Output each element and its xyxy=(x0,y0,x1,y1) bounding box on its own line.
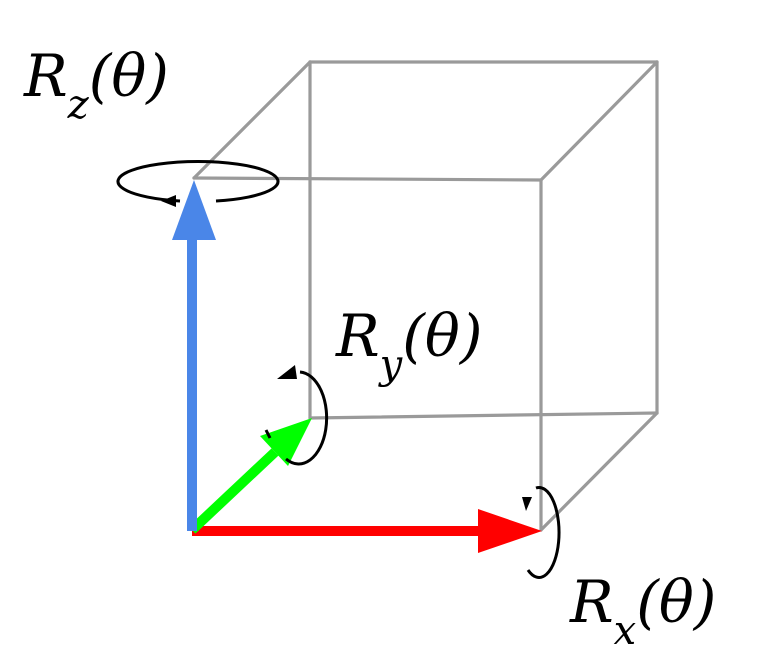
cube-edge xyxy=(539,60,659,182)
cube-edge xyxy=(192,60,312,180)
x-axis-arrow xyxy=(192,509,542,553)
rx-rotation-arrow xyxy=(522,486,561,579)
cube-edge xyxy=(192,176,543,182)
z-axis-arrow xyxy=(172,180,216,531)
ry-rotation-arrow xyxy=(264,365,329,466)
ry-label: Ry(θ) xyxy=(335,302,482,388)
y-axis-arrow xyxy=(188,418,312,534)
cube-edge xyxy=(539,411,659,532)
cube-wireframe xyxy=(192,60,659,532)
rz-label: Rz(θ) xyxy=(23,42,169,128)
rz-rotation-arrow xyxy=(116,160,280,207)
cube-edge xyxy=(308,411,659,420)
rx-label: Rx(θ) xyxy=(569,568,716,654)
